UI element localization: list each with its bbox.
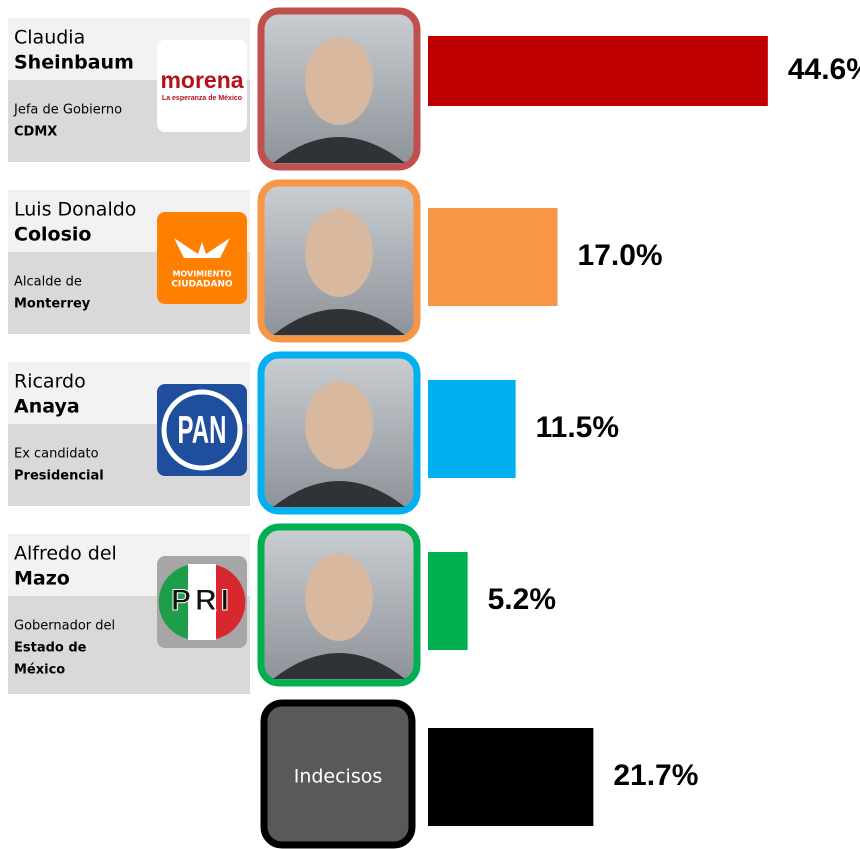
category-label: Indecisos [294,766,383,788]
role: Jefa de Gobierno [13,103,122,118]
bar [428,728,593,826]
logo-text: MOVIMIENTO [172,270,231,279]
role: Ex candidato [14,447,99,462]
value-label: 17.0% [578,239,663,272]
role-bold: CDMX [14,125,57,140]
bar [428,208,558,306]
last-name: Sheinbaum [14,52,134,74]
photo-head [305,209,373,297]
first-name: Luis Donaldo [14,199,136,221]
logo-text: CIUDADANO [171,280,233,290]
bar [428,36,768,106]
role: Alcalde de [14,275,82,290]
last-name: Colosio [14,224,91,246]
value-label: 11.5% [536,411,619,444]
role-bold: Estado de [14,641,87,656]
bar [428,552,468,650]
last-name: Mazo [14,568,70,590]
logo-text: PRI [171,584,233,617]
value-label: 5.2% [488,583,556,616]
photo-head [305,381,373,469]
first-name: Alfredo del [14,543,117,565]
role-bold: México [14,663,65,678]
first-name: Ricardo [14,371,86,393]
role-bold: Presidencial [14,469,104,484]
role: Gobernador del [14,619,115,634]
bar [428,380,516,478]
value-label: 21.7% [613,759,698,792]
photo-head [305,37,373,125]
logo-text: morena [160,67,243,93]
last-name: Anaya [14,396,80,418]
value-label: 44.6% [788,53,860,86]
logo-subtext: La esperanza de México [162,95,242,102]
chart: Claudia Sheinbaum Jefa de Gobierno CDMX more… [0,0,860,849]
role-bold: Monterrey [14,297,91,312]
logo-text: PAN [178,408,227,451]
first-name: Claudia [14,27,85,49]
photo-head [305,553,373,641]
